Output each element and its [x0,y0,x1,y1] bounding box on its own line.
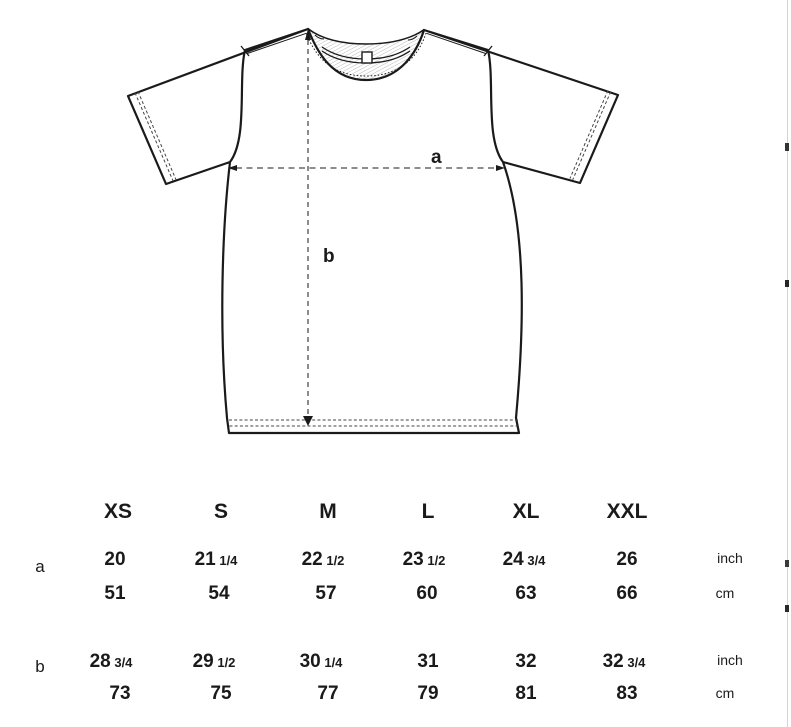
svg-text:a: a [431,147,442,168]
svg-text:b: b [323,246,335,267]
